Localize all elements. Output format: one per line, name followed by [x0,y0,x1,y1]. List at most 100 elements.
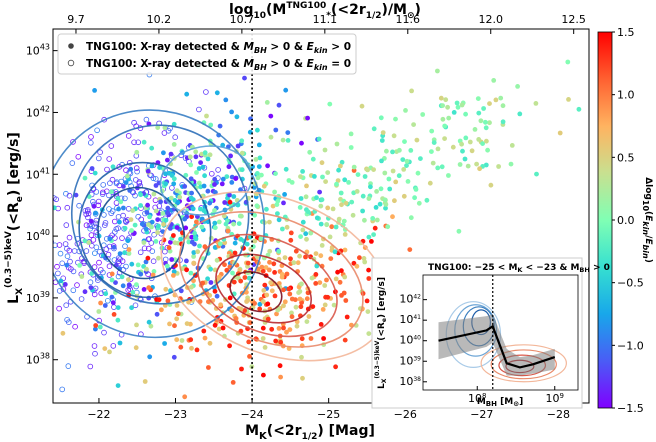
scatter-point [101,329,107,336]
scatter-point [174,188,180,194]
scatter-point [119,235,125,241]
scatter-point [307,149,313,155]
scatter-point [175,199,181,205]
scatter-point [118,199,124,205]
scatter-point [277,363,283,369]
contour-red [196,233,338,338]
scatter-point [300,375,305,381]
scatter-point [276,248,282,254]
scatter-point [374,217,380,223]
scatter-point [366,276,372,281]
scatter-point [304,319,310,324]
scatter-point [76,202,82,209]
scatter-point [440,103,445,108]
scatter-point [323,179,328,185]
scatter-point [208,122,214,128]
x-tick-label: −23 [164,408,187,421]
contour-red [229,271,283,313]
scatter-point [106,156,112,162]
scatter-point [135,213,142,220]
scatter-point [483,162,489,168]
scatter-point [348,145,354,150]
scatter-point [189,284,194,290]
scatter-point [264,100,270,105]
scatter-point [149,248,156,255]
scatter-point [224,267,230,273]
scatter-point [82,175,88,181]
scatter-point [102,220,109,226]
scatter-point [383,205,388,211]
scatter-point [287,327,293,332]
scatter-point [282,299,288,305]
scatter-point [141,287,147,292]
scatter-point [96,155,102,162]
scatter-point [202,173,208,179]
scatter-point [190,206,196,212]
scatter-point [201,328,207,334]
scatter-point [284,224,290,230]
scatter-point [238,306,244,312]
scatter-point [174,337,180,343]
scatter-point [206,365,211,370]
y-tick-label: 1043 [26,43,50,58]
scatter-point [209,171,215,177]
scatter-point [212,322,218,328]
scatter-point [150,272,156,278]
scatter-point [297,253,302,259]
inset-panel: 108 109 1038 1039 1040 1041 1042 TNG100: −25 <… [371,257,610,409]
scatter-point [260,299,266,304]
scatter-point [184,91,190,97]
scatter-point [238,237,244,242]
scatter-point [90,237,97,243]
scatter-point [278,339,284,345]
top-tick-label: 12.5 [561,13,586,26]
scatter-point [299,140,304,146]
scatter-point [212,208,217,213]
scatter-point [220,325,226,331]
scatter-point [377,201,383,207]
scatter-point [281,303,286,309]
colorbar-ticks: 1.5 1.0 0.5 0.0 −0.5 −1.0 −1.5 [612,26,644,415]
scatter-point [202,150,208,156]
scatter-point [416,200,422,206]
scatter-point [283,166,289,172]
inset-x-axis-label: MBH [M⊙] [477,397,523,408]
scatter-point [129,228,134,233]
scatter-point [472,126,478,132]
scatter-point [141,139,147,145]
scatter-point [408,148,414,153]
scatter-point [68,266,74,272]
scatter-point [257,301,263,307]
scatter-point [115,383,121,388]
inset-x-tick-label: 109 [546,392,564,405]
scatter-point [214,90,220,96]
scatter-point [113,280,118,285]
inset-y-tick-label: 1039 [399,354,421,367]
scatter-point [128,217,134,223]
scatter-point [91,343,98,349]
scatter-point [194,347,200,353]
scatter-point [177,194,183,200]
scatter-point [357,255,362,261]
inset-scatter-band [438,314,555,376]
scatter-point [102,222,108,229]
scatter-point [200,164,206,170]
scatter-point [156,223,161,229]
scatter-point [171,354,177,360]
scatter-point [112,229,118,235]
scatter-point [314,215,320,221]
scatter-point [268,280,274,286]
scatter-point [125,238,131,244]
scatter-point [333,364,338,370]
scatter-point [85,210,92,217]
scatter-point [390,168,396,174]
scatter-point [93,244,100,251]
scatter-point [222,200,228,205]
inset-frame [422,274,579,391]
scatter-point [208,266,214,272]
scatter-point [334,141,340,147]
scatter-point [259,264,265,270]
scatter-point [132,192,138,199]
scatter-point [161,222,167,227]
scatter-point [138,203,144,208]
